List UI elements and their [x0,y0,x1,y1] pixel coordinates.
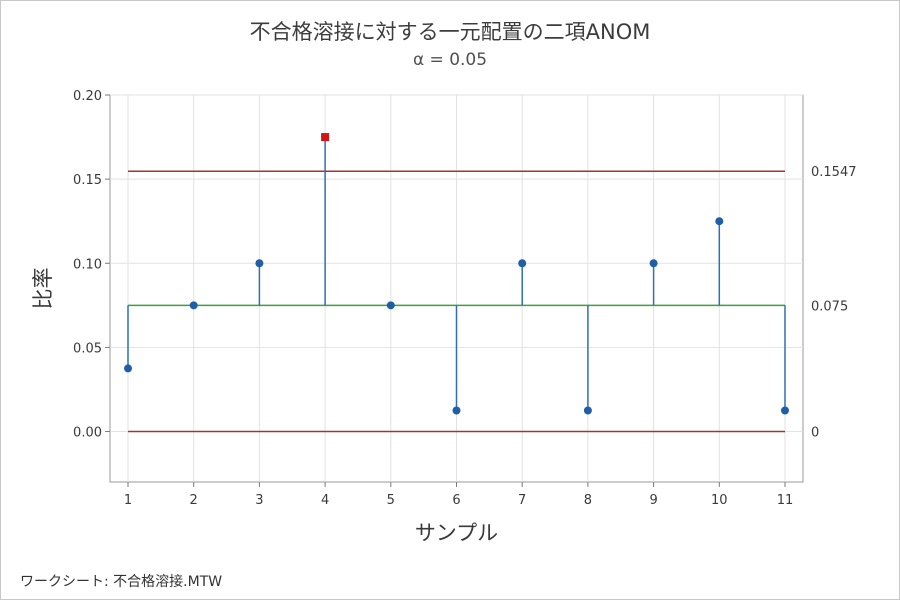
x-tick-label: 3 [255,493,263,508]
data-point-out-of-limit [321,133,330,142]
x-tick-label: 6 [452,493,460,508]
x-tick-label: 2 [190,493,198,508]
x-tick-label: 8 [584,493,592,508]
data-point [452,406,461,415]
y-tick-label: 0.15 [73,173,102,188]
upper-limit-label: 0.1547 [811,165,857,180]
x-tick-label: 9 [649,493,657,508]
data-point [386,301,395,310]
x-tick-label: 11 [777,493,794,508]
x-tick-label: 4 [321,493,329,508]
y-tick-label: 0.20 [73,89,102,104]
data-point [715,217,724,226]
y-tick-label: 0.05 [73,341,102,356]
data-point [649,259,658,268]
y-tick-label: 0.00 [73,426,102,441]
worksheet-label: ワークシート: 不合格溶接.MTW [20,574,223,590]
data-point [189,301,198,310]
data-point [583,406,592,415]
x-tick-label: 1 [124,493,132,508]
data-point [255,259,264,268]
x-tick-label: 10 [711,493,728,508]
chart-subtitle: α = 0.05 [412,50,488,70]
chart-title: 不合格溶接に対する一元配置の二項ANOM [249,20,651,44]
lower-limit-label: 0 [811,426,819,441]
x-tick-label: 7 [518,493,526,508]
data-point [124,364,132,373]
y-axis-label: 比率 [31,268,55,310]
x-tick-label: 5 [387,493,395,508]
data-point [518,259,527,268]
center-line-label: 0.075 [811,299,848,314]
y-tick-label: 0.10 [73,257,102,272]
x-axis-label: サンプル [415,521,498,545]
data-point [781,406,789,415]
